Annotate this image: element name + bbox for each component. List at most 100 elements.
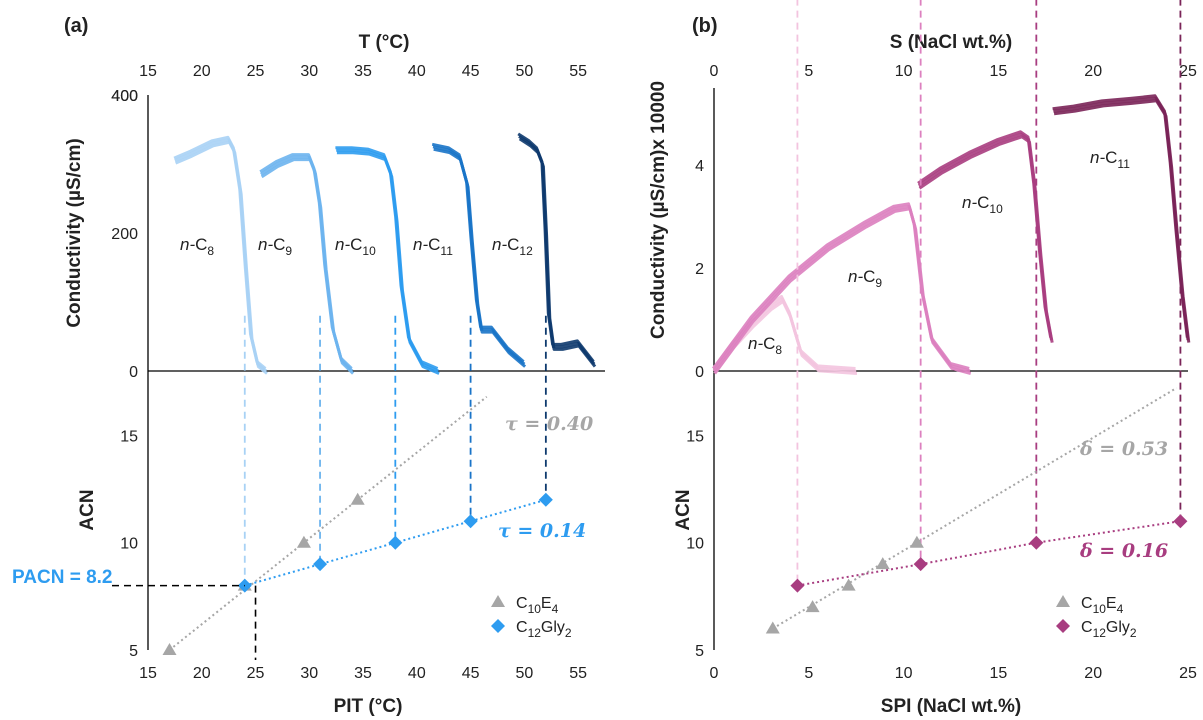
curve-label-n-C11: n-C11 xyxy=(1090,148,1130,171)
bottom-tick-label: 40 xyxy=(408,665,426,682)
bottom-tick-label: 30 xyxy=(300,665,318,682)
triangle-marker xyxy=(765,621,780,634)
curve-label-n-C12: n-C12 xyxy=(492,235,533,258)
conductivity-tick-label: 4 xyxy=(695,158,704,175)
panel-b-conductivity-axis-label: Conductivity (µS/cm)x 10000 xyxy=(648,81,669,339)
diamond-marker xyxy=(463,514,478,529)
curve-label-n-C10: n-C10 xyxy=(335,235,376,258)
triangle-marker xyxy=(350,492,365,505)
panel-a-plot: 15 20 25 30 35 40 45 50 55 15 20 25 30 35 40 45 50 55 0 200… xyxy=(111,63,605,682)
acn-tick-label: 15 xyxy=(686,428,704,445)
colored-trend-line xyxy=(797,520,1181,587)
conductivity-curve-n-C10 xyxy=(335,146,439,370)
conductivity-curve-n-C8 xyxy=(175,140,268,375)
conductivity-tick-label: 2 xyxy=(695,261,704,278)
legend-triangle-icon xyxy=(1056,595,1070,607)
top-tick-label: 15 xyxy=(990,63,1008,80)
bottom-tick-label: 50 xyxy=(515,665,533,682)
bottom-tick-label: 55 xyxy=(569,665,587,682)
panel-a-bottom-axis-label: PIT (°C) xyxy=(334,696,403,717)
legend-label-C10E4: C10E4 xyxy=(516,595,559,616)
acn-tick-label: 10 xyxy=(686,536,704,553)
curve-label-n-C9: n-C9 xyxy=(848,267,882,290)
diamond-marker xyxy=(1029,535,1044,550)
top-tick-label: 25 xyxy=(1179,63,1197,80)
grey-trend-line xyxy=(168,395,488,651)
bottom-tick-label: 0 xyxy=(710,665,719,682)
conductivity-curve-n-C9 xyxy=(260,155,354,373)
bottom-tick-label: 15 xyxy=(139,665,157,682)
panel-a-top-axis-label: T (°C) xyxy=(359,32,410,53)
conductivity-curve-n-C8 xyxy=(712,297,857,373)
acn-tick-label: 5 xyxy=(129,643,138,660)
conductivity-curve-n-C10 xyxy=(918,135,1054,343)
curve-label-n-C11: n-C11 xyxy=(413,235,453,258)
conductivity-curve-n-C11 xyxy=(433,147,527,368)
panel-b-plot: 0 5 10 15 20 250 5 10 15 20 2502451015n-C8n-C9n-C1… xyxy=(686,0,1197,682)
conductivity-curve-n-C9 xyxy=(259,153,353,370)
conductivity-tick-label: 0 xyxy=(695,364,704,381)
top-tick-label: 50 xyxy=(515,63,533,80)
legend-triangle-icon xyxy=(491,595,505,607)
panel-a-coef-grey: τ = 0.40 xyxy=(505,413,593,435)
grey-trend-line xyxy=(772,387,1178,630)
top-tick-label: 20 xyxy=(1084,63,1102,80)
conductivity-curve-n-C9 xyxy=(713,207,972,375)
bottom-tick-label: 45 xyxy=(462,665,480,682)
top-tick-label: 30 xyxy=(300,63,318,80)
diamond-marker xyxy=(313,557,328,572)
top-tick-label: 15 xyxy=(139,63,157,80)
legend-diamond-icon xyxy=(491,619,505,633)
conductivity-tick-label: 0 xyxy=(129,364,138,381)
panel-b-top-axis-label: S (NaCl wt.%) xyxy=(890,32,1012,53)
bottom-tick-label: 25 xyxy=(1179,665,1197,682)
diamond-marker xyxy=(913,557,928,572)
bottom-tick-label: 35 xyxy=(354,665,372,682)
acn-tick-label: 15 xyxy=(120,428,138,445)
acn-tick-label: 10 xyxy=(120,536,138,553)
panel-a-label: (a) xyxy=(64,15,88,37)
conductivity-tick-label: 200 xyxy=(111,226,138,243)
triangle-marker xyxy=(162,643,177,655)
top-tick-label: 5 xyxy=(804,63,813,80)
panel-b-coef-grey: δ = 0.53 xyxy=(1079,438,1168,460)
conductivity-curve-n-C11 xyxy=(1053,99,1191,343)
diamond-marker xyxy=(388,535,403,550)
diamond-marker xyxy=(538,492,553,507)
triangle-marker xyxy=(296,535,311,548)
top-tick-label: 45 xyxy=(462,63,480,80)
conductivity-tick-label: 400 xyxy=(111,88,138,105)
conductivity-curve-n-C10 xyxy=(336,148,439,373)
top-tick-label: 10 xyxy=(895,63,913,80)
bottom-tick-label: 20 xyxy=(193,665,211,682)
pacn-label: PACN = 8.2 xyxy=(12,567,113,588)
top-tick-label: 25 xyxy=(247,63,265,80)
triangle-marker xyxy=(875,557,890,570)
panel-b-coef-magenta: δ = 0.16 xyxy=(1079,540,1168,562)
top-tick-label: 0 xyxy=(710,63,719,80)
diamond-marker xyxy=(1173,514,1188,529)
bottom-tick-label: 5 xyxy=(804,665,813,682)
bottom-tick-label: 15 xyxy=(990,665,1008,682)
top-tick-label: 35 xyxy=(354,63,372,80)
curve-label-n-C9: n-C9 xyxy=(258,235,292,258)
curve-label-n-C8: n-C8 xyxy=(748,334,782,357)
conductivity-curve-n-C9 xyxy=(260,158,355,375)
panel-b-label: (b) xyxy=(692,15,718,37)
conductivity-curve-n-C10 xyxy=(336,151,440,375)
top-tick-label: 40 xyxy=(408,63,426,80)
diamond-marker xyxy=(790,578,805,593)
panel-a-acn-axis-label: ACN xyxy=(77,489,98,530)
triangle-marker xyxy=(805,600,820,613)
panel-b-acn-axis-label: ACN xyxy=(673,489,694,530)
legend-label-C10E4: C10E4 xyxy=(1081,595,1124,616)
triangle-marker xyxy=(841,578,856,591)
acn-tick-label: 5 xyxy=(695,643,704,660)
panel-a-coef-blue: τ = 0.14 xyxy=(498,520,586,542)
triangle-marker xyxy=(909,535,924,548)
panel-a-conductivity-axis-label: Conductivity (µS/cm) xyxy=(64,138,85,327)
legend-label-C12Gly2: C12Gly2 xyxy=(516,619,572,640)
curve-label-n-C10: n-C10 xyxy=(962,193,1003,216)
panel-b-bottom-axis-label: SPI (NaCl wt.%) xyxy=(881,696,1021,717)
